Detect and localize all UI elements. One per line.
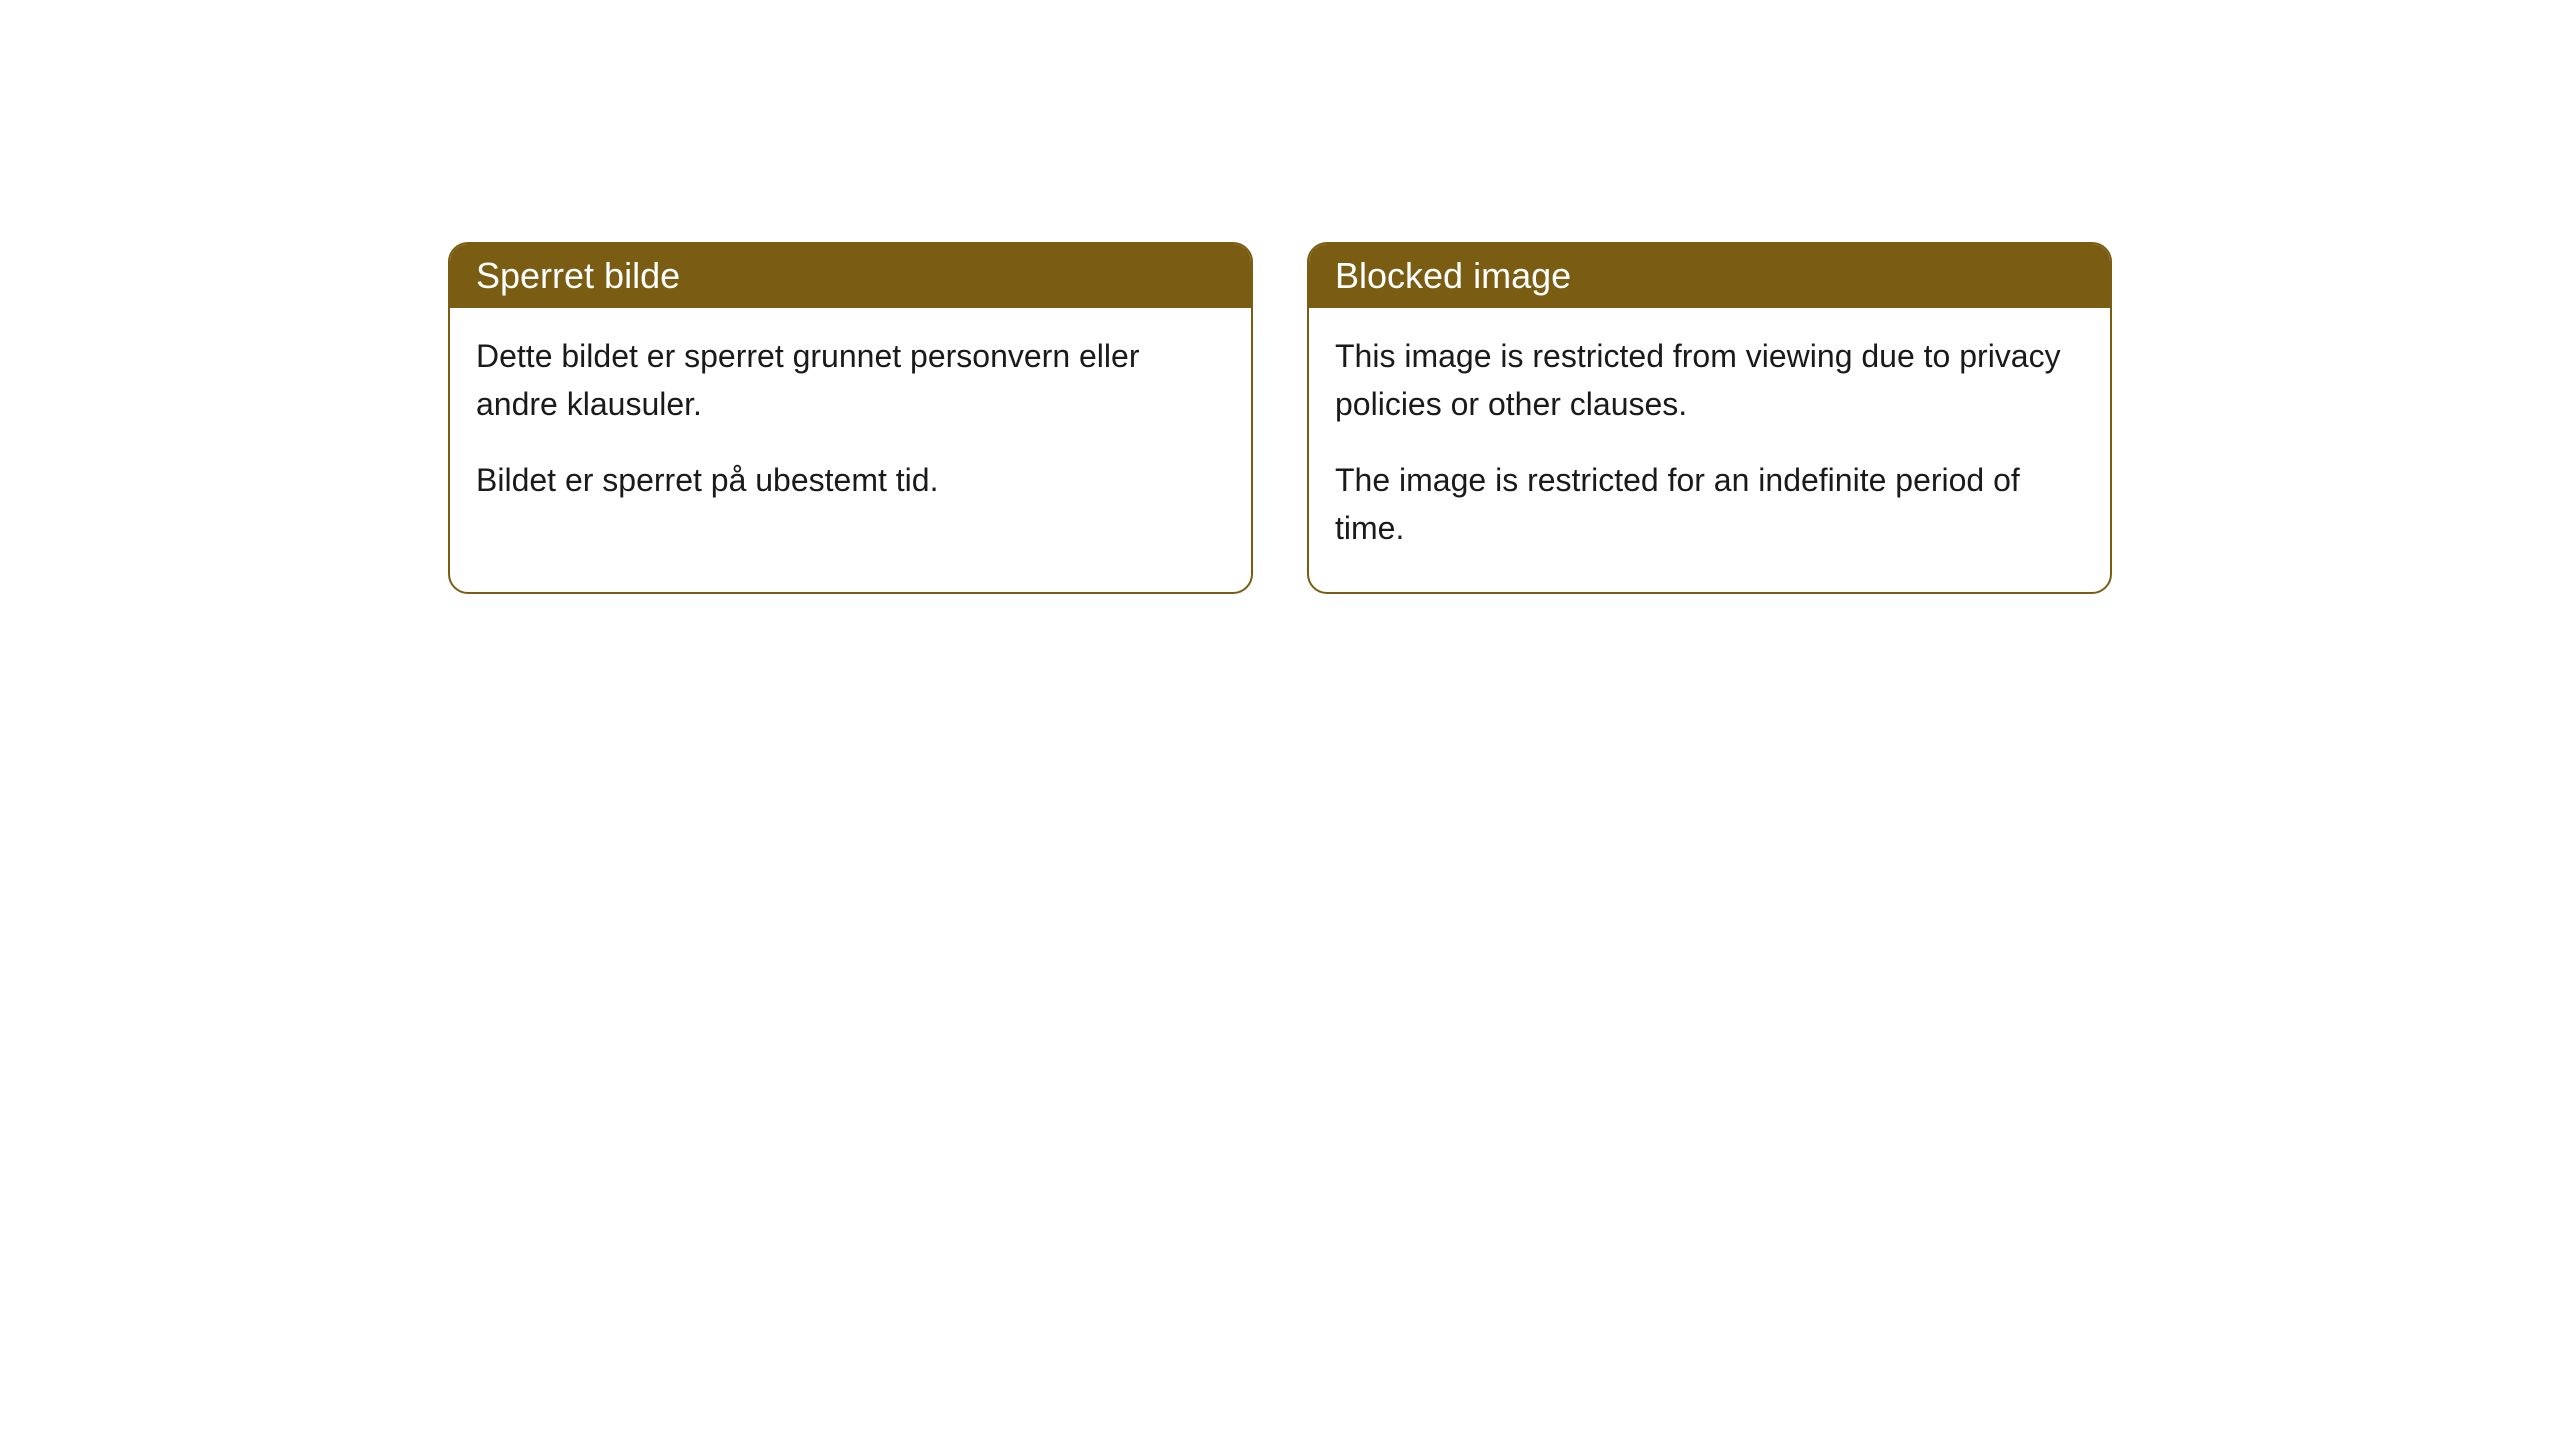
blocked-image-notice-container: Sperret bilde Dette bildet er sperret gr… [0,242,2560,594]
card-paragraph-1: Dette bildet er sperret grunnet personve… [476,332,1225,428]
card-paragraph-1: This image is restricted from viewing du… [1335,332,2084,428]
card-header-english: Blocked image [1309,244,2110,308]
card-body-norwegian: Dette bildet er sperret grunnet personve… [450,308,1251,544]
card-body-english: This image is restricted from viewing du… [1309,308,2110,592]
blocked-image-card-norwegian: Sperret bilde Dette bildet er sperret gr… [448,242,1253,594]
card-header-norwegian: Sperret bilde [450,244,1251,308]
blocked-image-card-english: Blocked image This image is restricted f… [1307,242,2112,594]
card-paragraph-2: Bildet er sperret på ubestemt tid. [476,456,1225,504]
card-paragraph-2: The image is restricted for an indefinit… [1335,456,2084,552]
card-title: Sperret bilde [476,255,680,296]
card-title: Blocked image [1335,255,1571,296]
